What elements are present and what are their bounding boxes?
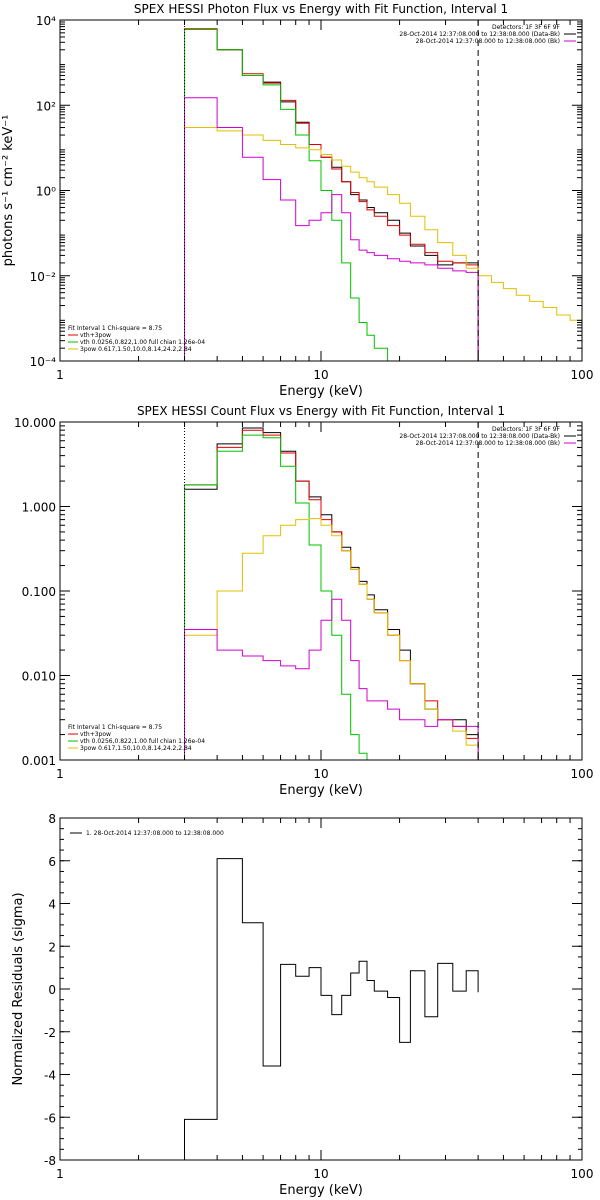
- legend-text: vth+3pow: [80, 332, 111, 339]
- chart-panel-1: 1 10 100 10⁻⁴ 10⁻² 10⁰ 10² 10⁴ SPEX HESSI Photon…: [1, 2, 593, 399]
- y-axis-label: Normalized Residuals (sigma): [11, 892, 26, 1085]
- y-tick-label: 2: [48, 940, 56, 954]
- legend-text: 1. 28-Oct-2014 12:37:08.000 to 12:38:08.…: [86, 830, 224, 837]
- x-axis-label: Energy (keV): [279, 384, 363, 399]
- legend-text: 3pow 0.617,1.50,10.0,8.14,24.2,2.84: [80, 346, 192, 353]
- x-tick-label: 10: [313, 368, 328, 382]
- y-tick-label: 1.000: [22, 501, 56, 515]
- y-tick-label: 4: [48, 898, 56, 912]
- x-tick-label: 100: [571, 767, 594, 781]
- series-group: [184, 28, 582, 361]
- series-line-4: [184, 518, 479, 760]
- chart-title: SPEX HESSI Count Flux vs Energy with Fit…: [137, 404, 505, 418]
- legend-text: Fit Interval 1 Chi-square = 8.75: [68, 724, 162, 731]
- y-tick-label: -4: [44, 1069, 56, 1083]
- y-tick-label: 10⁰: [36, 185, 56, 199]
- y-tick-label: 0.001: [22, 754, 56, 768]
- legend-text: Detectors: 1F 3F 6F 9F: [492, 24, 561, 31]
- x-axis-label: Energy (keV): [279, 783, 363, 798]
- y-tick-label: 10²: [36, 99, 56, 113]
- legend-text: 28-Oct-2014 12:37:08.000 to 12:38:08.000…: [399, 31, 560, 38]
- x-axis-label: Energy (keV): [279, 1183, 363, 1198]
- y-tick-label: 10⁴: [36, 14, 56, 28]
- y-tick-label: 0.100: [22, 585, 56, 599]
- y-axis-label: photons s⁻¹ cm⁻² keV⁻¹: [1, 115, 16, 267]
- legend-text: vth+3pow: [80, 731, 111, 738]
- series-line-3: [184, 29, 400, 361]
- y-tick-label: 0: [48, 983, 56, 997]
- legend-text: 3pow 0.617,1.50,10.0,8.14,24.2,2.84: [80, 745, 192, 752]
- x-tick-label: 100: [571, 1167, 594, 1181]
- x-tick-label: 10: [313, 1167, 328, 1181]
- series-line-3: [184, 434, 375, 760]
- y-tick-label: -8: [44, 1154, 56, 1168]
- y-tick-label: 6: [48, 855, 56, 869]
- y-tick-label: 0.010: [22, 670, 56, 684]
- x-tick-label: 100: [571, 368, 594, 382]
- legend-text: 28-Oct-2014 12:37:08.000 to 12:38:08.000…: [416, 38, 560, 45]
- legend-text: vth 0.0256,0.822,1.00 full chian 1.26e-0…: [80, 339, 205, 346]
- chart-panel-3: 1 10 100 -8 -6 -4 -2 0 2 4 6 8 Energy (keV) Normalize…: [11, 812, 593, 1198]
- legend-text: 28-Oct-2014 12:37:08.000 to 12:38:08.000…: [399, 433, 560, 440]
- y-tick-label: -2: [44, 1026, 56, 1040]
- legend-text: vth 0.0256,0.822,1.00 full chian 1.26e-0…: [80, 738, 205, 745]
- chart-title: SPEX HESSI Photon Flux vs Energy with Fi…: [134, 2, 508, 16]
- series-group: [184, 427, 479, 760]
- legend-text: 28-Oct-2014 12:37:08.000 to 12:38:08.000…: [416, 440, 560, 447]
- series-line-2: [184, 28, 479, 361]
- legend-text: Detectors: 1F 3F 6F 9F: [492, 426, 561, 433]
- y-tick-label: -6: [44, 1111, 56, 1125]
- y-tick-label: 10⁻²: [30, 270, 57, 284]
- chart-panel-2: 1 10 100 0.001 0.010 0.100 1.000 10.000 SPEX HES…: [14, 404, 593, 798]
- series-line-1: [184, 858, 479, 1160]
- x-tick-label: 1: [56, 1167, 64, 1181]
- y-tick-label: 10⁻⁴: [30, 355, 57, 369]
- y-tick-label: 8: [48, 812, 56, 826]
- x-tick-label: 10: [313, 767, 328, 781]
- y-tick-label: 10.000: [14, 416, 56, 430]
- x-tick-label: 1: [56, 368, 64, 382]
- series-group: [184, 858, 479, 1160]
- series-line-5: [184, 598, 479, 760]
- x-tick-label: 1: [56, 767, 64, 781]
- series-line-5: [184, 97, 479, 361]
- legend-text: Fit Interval 1 Chi-square = 8.75: [68, 325, 162, 332]
- series-line-4: [184, 127, 582, 361]
